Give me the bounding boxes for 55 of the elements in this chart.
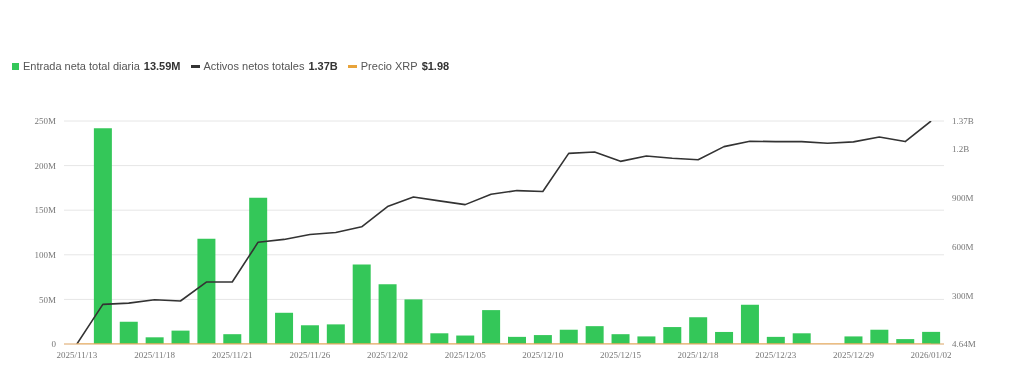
- bar: [482, 310, 501, 344]
- y-tick-label: 50M: [38, 294, 56, 305]
- bar: [559, 329, 578, 344]
- bar: [870, 329, 889, 344]
- bar: [171, 330, 190, 344]
- y2-tick-label: 1.2B: [952, 143, 970, 154]
- y-tick-label: 200M: [34, 160, 56, 171]
- bar: [404, 299, 423, 344]
- bar: [326, 324, 345, 344]
- bar: [430, 333, 449, 344]
- y2-tick-label: 600M: [952, 241, 974, 252]
- bar: [844, 336, 863, 344]
- bar: [93, 128, 112, 344]
- bar: [197, 238, 216, 344]
- bar: [663, 327, 682, 344]
- bar: [689, 317, 708, 344]
- x-tick-label: 2025/12/02: [367, 350, 409, 361]
- bar: [922, 331, 941, 344]
- x-tick-label: 2025/12/18: [677, 350, 720, 361]
- y2-tick-label: 300M: [952, 290, 974, 301]
- x-tick-label: 2025/11/26: [289, 350, 331, 361]
- y-tick-label: 100M: [34, 250, 56, 260]
- legend-label: Precio XRP $1.98: [360, 60, 450, 72]
- y2-tick-label: 4.64M: [952, 339, 976, 350]
- x-tick-label: 2025/12/29: [832, 350, 875, 361]
- line-series: [76, 121, 932, 344]
- bar: [145, 337, 164, 344]
- bar: [585, 326, 604, 344]
- x-tick-label: 2025/11/13: [56, 350, 98, 361]
- bar: [792, 333, 811, 344]
- x-tick-label: 2025/12/05: [444, 350, 487, 361]
- bar: [637, 336, 656, 344]
- bar: [275, 312, 294, 344]
- x-tick-label: 2025/12/10: [522, 350, 564, 361]
- bar: [119, 321, 138, 344]
- legend-label: Activos netos totales 1.37B: [203, 60, 338, 72]
- bar: [715, 331, 734, 344]
- y-tick-label: 150M: [34, 205, 56, 216]
- y2-tick-label: 900M: [952, 192, 974, 203]
- x-tick-label: 2026/01/02: [910, 350, 952, 361]
- bar: [300, 325, 319, 344]
- bar: [378, 284, 397, 344]
- bar: [611, 334, 630, 344]
- y-tick-label: 0: [51, 339, 57, 350]
- x-tick-label: 2025/12/15: [599, 350, 642, 361]
- bar: [740, 304, 759, 344]
- x-tick-label: 2025/11/21: [211, 350, 253, 361]
- bar: [352, 264, 371, 344]
- y2-tick-label: 1.37B: [952, 116, 974, 127]
- bar: [249, 197, 268, 344]
- x-tick-label: 2025/12/23: [755, 350, 797, 361]
- x-tick-label: 2025/11/18: [134, 350, 176, 361]
- bar: [223, 334, 242, 344]
- legend-label: Entrada neta total diaria 13.59M: [23, 60, 181, 72]
- y-tick-label: 250M: [34, 116, 56, 127]
